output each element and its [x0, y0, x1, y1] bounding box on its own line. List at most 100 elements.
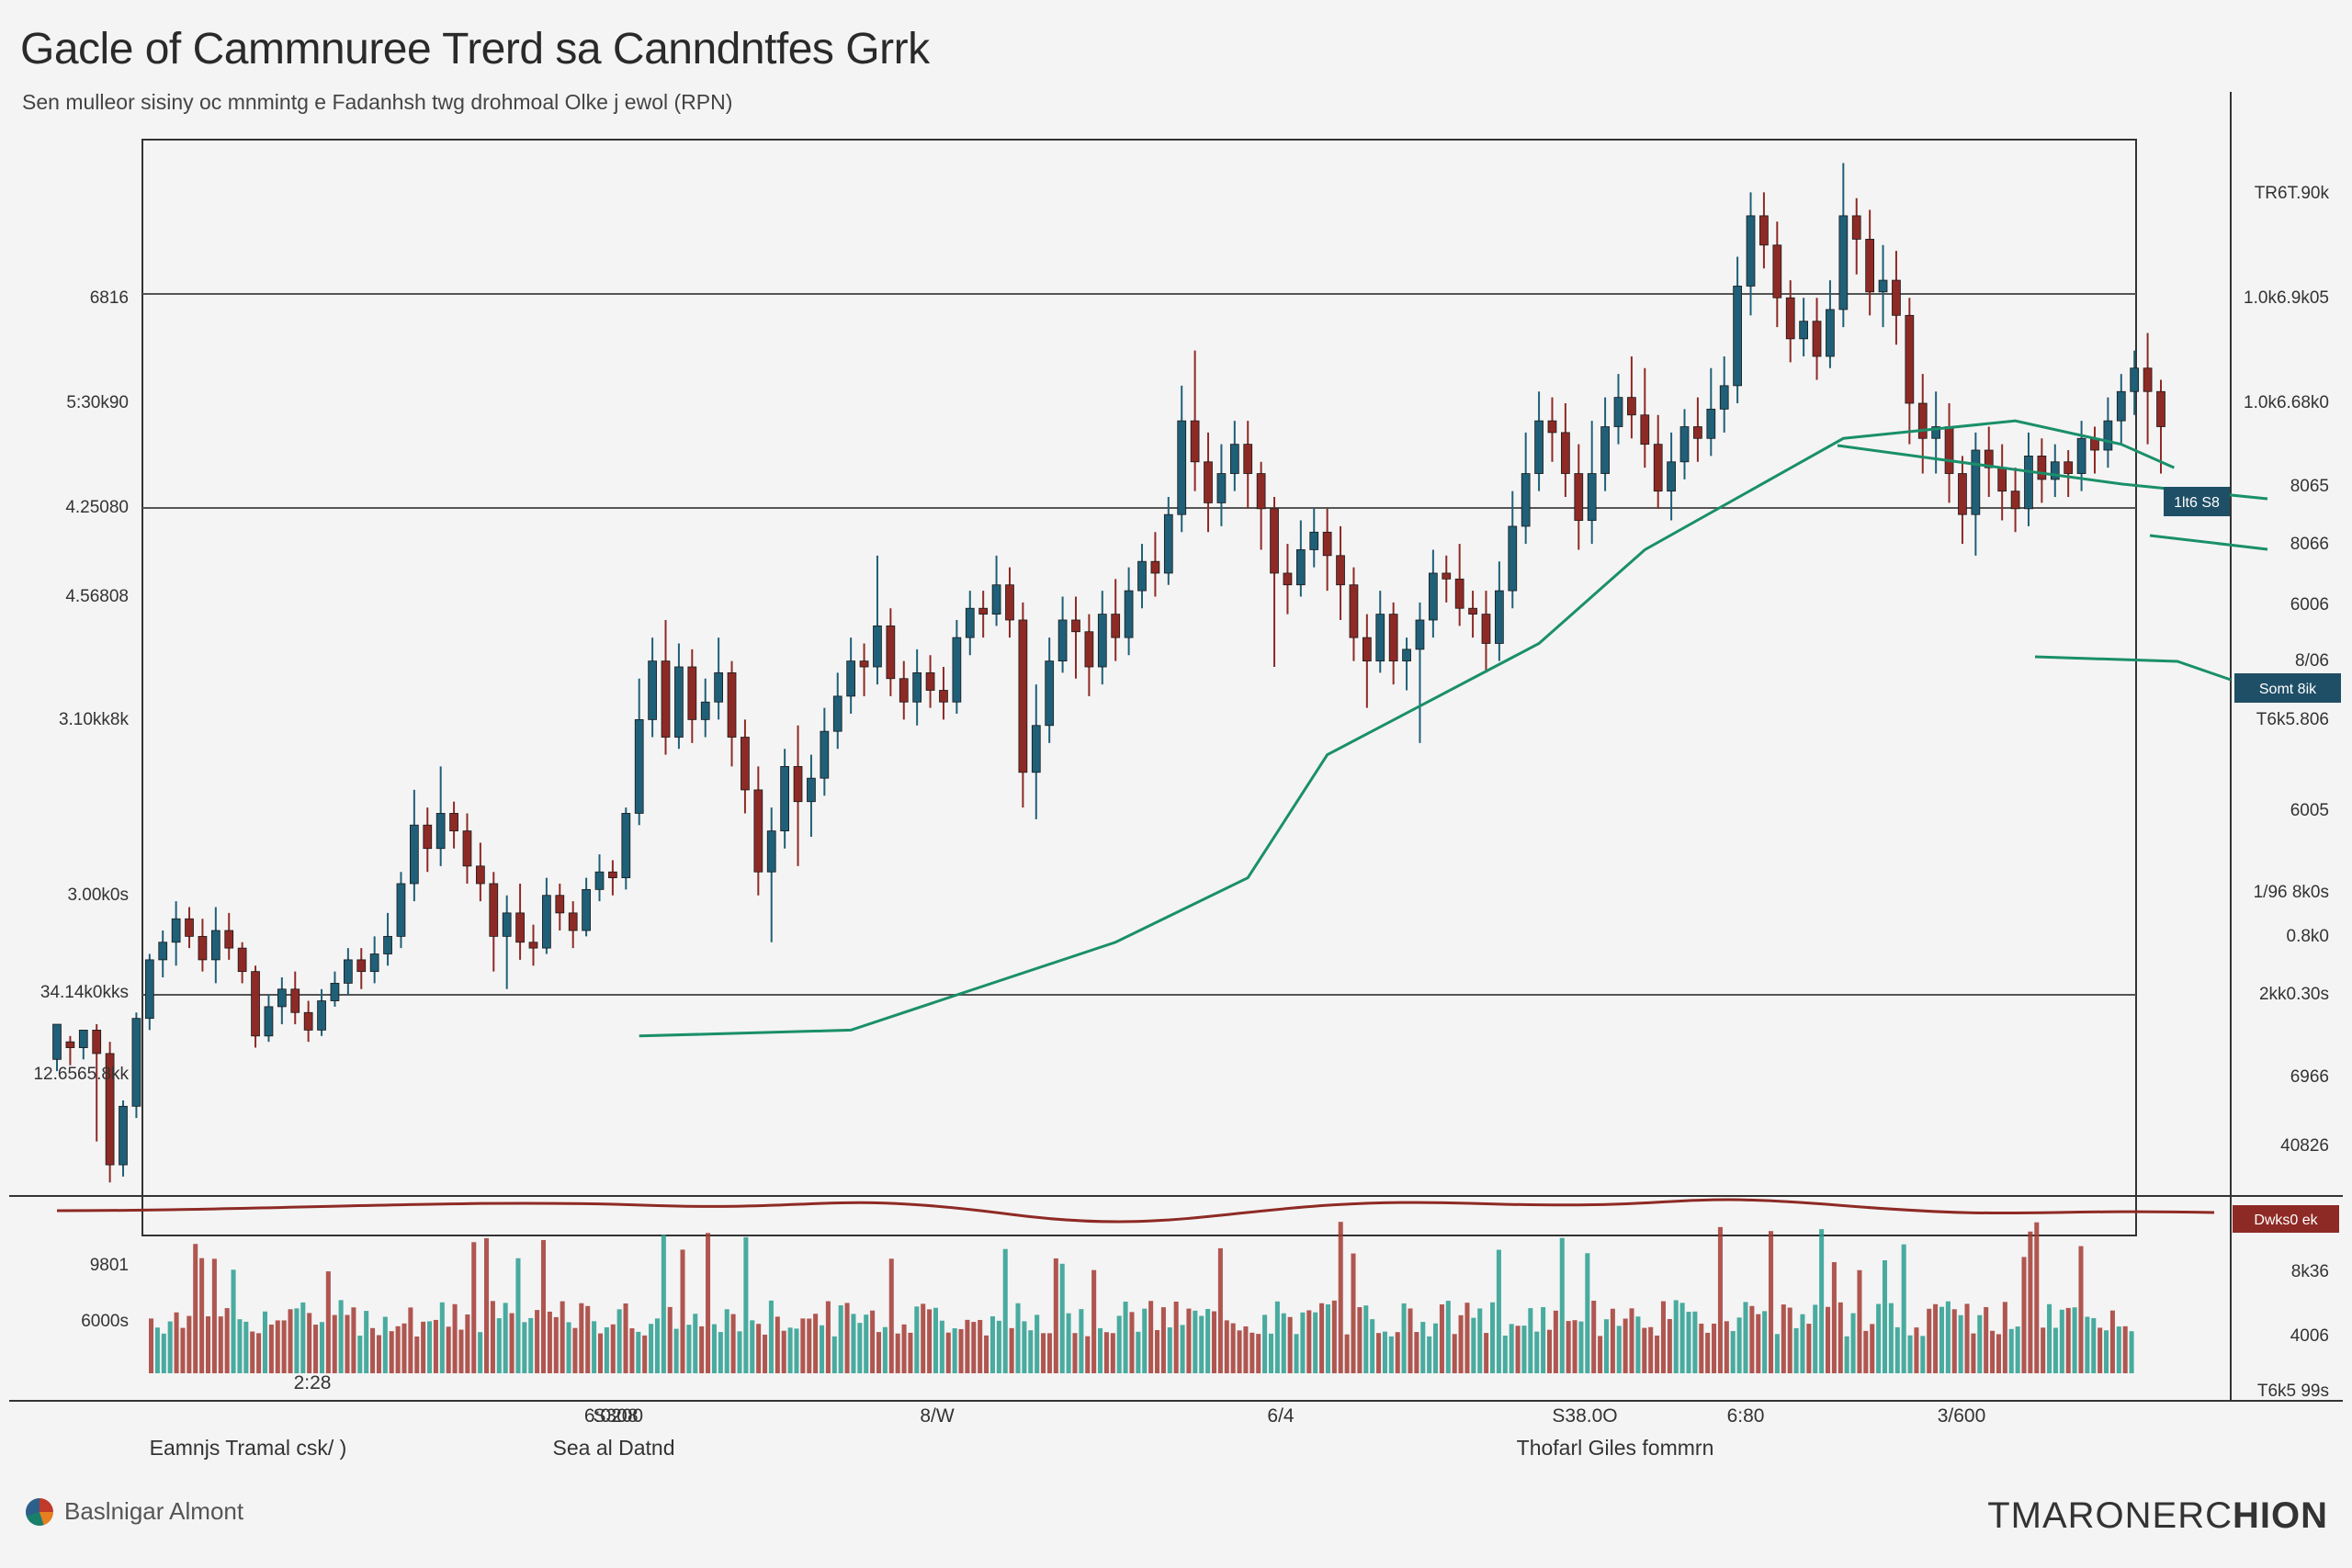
- volume-bar: [167, 1321, 173, 1373]
- candle-body: [1706, 408, 1716, 439]
- volume-bar: [1439, 1304, 1444, 1373]
- volume-bar: [566, 1322, 571, 1373]
- candle-body: [780, 766, 790, 831]
- candle-body: [1283, 572, 1293, 586]
- volume-bar: [933, 1307, 939, 1373]
- volume-bar: [1781, 1304, 1786, 1373]
- volume-bar: [1800, 1314, 1805, 1373]
- volume-bar: [1395, 1332, 1400, 1373]
- candle-body: [65, 1041, 75, 1048]
- candle-body: [92, 1030, 102, 1055]
- candle-body: [2010, 491, 2020, 510]
- volume-bar: [154, 1327, 160, 1373]
- volume-bar: [724, 1309, 729, 1373]
- volume-bar: [1509, 1324, 1514, 1373]
- volume-bar: [1496, 1249, 1501, 1373]
- volume-bar: [1705, 1332, 1711, 1373]
- brand-logo-icon: [26, 1497, 53, 1526]
- candle-body: [356, 959, 367, 973]
- candle-body: [2116, 390, 2126, 422]
- volume-bar: [1110, 1333, 1115, 1373]
- x-group-label: Sea al Datnd: [553, 1436, 675, 1460]
- volume-bar: [1724, 1321, 1729, 1373]
- volume-bar: [1951, 1309, 1957, 1373]
- x-tick: 6:0200: [584, 1405, 643, 1427]
- volume-bar: [1546, 1329, 1553, 1373]
- volume-bar: [623, 1303, 628, 1373]
- volume-bar: [585, 1305, 591, 1373]
- volume-bar: [1376, 1333, 1382, 1373]
- volume-bar: [1920, 1336, 1926, 1373]
- candle-body: [2050, 461, 2060, 480]
- volume-bar: [1382, 1331, 1387, 1373]
- candle-body: [2064, 461, 2074, 474]
- volume-bar: [1826, 1306, 1831, 1373]
- candle-body: [1693, 426, 1702, 439]
- candle-body: [1561, 432, 1570, 474]
- volume-bar: [908, 1332, 913, 1373]
- volume-bar: [870, 1310, 876, 1373]
- candle-body: [2076, 437, 2086, 474]
- moving-average-green: [639, 419, 2176, 1038]
- volume-bar: [1331, 1300, 1337, 1373]
- volume-bar: [1857, 1269, 1862, 1373]
- volume-bar: [876, 1332, 882, 1373]
- x-group-label: Thofarl Giles fommrn: [1517, 1436, 1714, 1460]
- volume-bar: [1066, 1313, 1071, 1373]
- candle-body: [1521, 473, 1531, 527]
- volume-bar: [882, 1326, 888, 1373]
- candle-body: [1322, 531, 1332, 557]
- volume-bar: [1338, 1222, 1343, 1373]
- volume-bar: [408, 1307, 413, 1373]
- volume-bar: [857, 1323, 863, 1373]
- candle-body: [290, 988, 300, 1013]
- candle-body: [2130, 367, 2140, 392]
- volume-bar: [389, 1331, 394, 1373]
- volume-bar: [2021, 1257, 2027, 1373]
- y-tick-right: 8k36: [2291, 1262, 2329, 1281]
- volume-bar: [737, 1331, 742, 1373]
- volume-bar: [231, 1269, 236, 1373]
- volume-bar: [1686, 1312, 1691, 1373]
- candle-body: [952, 637, 962, 703]
- candle-body: [2037, 455, 2047, 480]
- volume-bar: [1572, 1320, 1577, 1373]
- volume-bar: [1541, 1307, 1546, 1373]
- volume-bar: [300, 1302, 306, 1373]
- volume-bar: [509, 1313, 514, 1373]
- volume-bar: [1306, 1310, 1312, 1373]
- volume-bar: [901, 1324, 907, 1373]
- candle-body: [1270, 508, 1279, 574]
- volume-bar: [673, 1328, 679, 1373]
- candle-body: [1851, 215, 1861, 240]
- candle-body: [700, 701, 710, 720]
- volume-bar: [864, 1314, 869, 1373]
- volume-bar: [1053, 1258, 1058, 1373]
- volume-bar: [914, 1306, 920, 1373]
- volume-bar: [161, 1333, 166, 1373]
- volume-bar: [1072, 1333, 1078, 1373]
- volume-bar: [958, 1328, 964, 1373]
- volume-bar: [281, 1320, 287, 1373]
- volume-bar: [307, 1313, 312, 1373]
- candle-body: [1892, 279, 1901, 316]
- x-group-label: Eamnjs Tramal csk/ ): [150, 1436, 347, 1460]
- volume-bar: [642, 1335, 648, 1373]
- volume-bar: [351, 1307, 356, 1373]
- candle-body: [2143, 367, 2153, 392]
- volume-bar: [1984, 1306, 1989, 1373]
- volume-bar: [1059, 1263, 1065, 1373]
- volume-bar: [1585, 1253, 1590, 1373]
- volume-bar: [1819, 1229, 1825, 1373]
- candle-body: [1005, 584, 1014, 621]
- volume-bar: [1046, 1333, 1052, 1373]
- candle-body: [1495, 590, 1504, 644]
- volume-bar: [1502, 1336, 1508, 1373]
- candle-body: [78, 1030, 88, 1048]
- volume-bar: [1186, 1308, 1192, 1373]
- candle-body: [462, 830, 472, 867]
- brand-footer: Baslnigar Almont: [26, 1497, 243, 1526]
- volume-bar: [579, 1303, 584, 1373]
- volume-bar: [1116, 1315, 1122, 1373]
- candle-body: [396, 883, 406, 937]
